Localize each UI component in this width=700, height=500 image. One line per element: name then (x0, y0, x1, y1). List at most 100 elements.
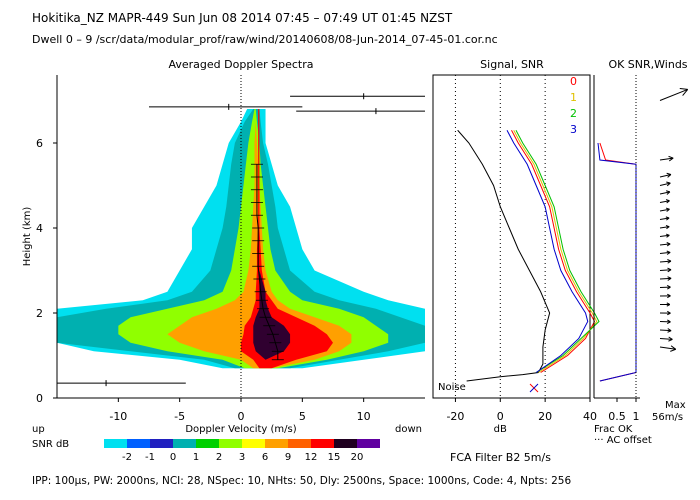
wind-vector-head (666, 191, 671, 195)
dwell-path: Dwell 0 – 9 /scr/data/modular_prof/raw/w… (32, 33, 498, 46)
frac-ok-beam-0 (599, 142, 637, 382)
down-label: down (395, 424, 422, 435)
colorbar-tick-label: 9 (285, 452, 291, 463)
wind-vector (659, 243, 671, 246)
wind-vector-head (666, 285, 671, 288)
spectra-x-tick-label: 5 (299, 410, 306, 423)
noise-label: Noise (438, 382, 466, 393)
wind-vector-head (667, 295, 671, 299)
spectra-x-tick-label: 0 (238, 410, 245, 423)
snr-beam-3-trace (506, 130, 589, 373)
wind-vector (659, 173, 672, 178)
colorbar-swatch (127, 439, 150, 448)
wind-vector-head (668, 155, 674, 159)
colorbar-swatch (288, 439, 311, 448)
wind-vector (659, 88, 688, 101)
wind-vector-head (666, 182, 671, 187)
frac-ok-label: Frac OK (594, 424, 633, 435)
beam-legend-0: 0 (570, 75, 577, 88)
wind-vector-head (667, 328, 672, 332)
colorbar-tick-label: 1 (193, 452, 199, 463)
colorbar-tick-label: -1 (145, 452, 155, 463)
winds-title: OK SNR,Winds (608, 58, 687, 71)
spectra-y-label: Height (km) (22, 207, 33, 267)
wind-vector-head (666, 242, 671, 245)
spectra-x-label: Doppler Velocity (m/s) (185, 424, 296, 435)
wind-vector-head (666, 243, 671, 247)
wind-vector-head (666, 172, 672, 175)
spectra-y-tick-label: 4 (36, 222, 43, 235)
max-label: Max (665, 400, 686, 411)
wind-vector-head (682, 89, 689, 96)
up-label: up (32, 424, 45, 435)
max-speed: 56m/s (652, 412, 683, 423)
wind-vector (659, 200, 670, 203)
snr-beam-1-trace (513, 130, 598, 373)
wind-vector-head (666, 304, 671, 307)
colorbar-swatch (265, 439, 288, 448)
snr-x-tick-label: 20 (538, 410, 552, 423)
wind-vector-head (667, 330, 672, 333)
snr-x-tick-label: 40 (583, 410, 597, 423)
wind-vector-head (666, 250, 671, 253)
wind-vector-head (667, 312, 671, 316)
wind-vector-head (667, 259, 672, 262)
colorbar-swatch (242, 439, 265, 448)
wind-vector (659, 226, 670, 229)
noise-marker (529, 383, 539, 393)
wind-vector-head (667, 293, 671, 297)
colorbar-tick-label: 0 (170, 452, 176, 463)
wind-vector-head (666, 181, 671, 184)
wind-vector-head (665, 207, 670, 210)
wind-vector-head (667, 286, 671, 290)
wind-vector-head (667, 269, 672, 273)
snr-title: Signal, SNR (480, 58, 544, 71)
colorbar-swatch (311, 439, 334, 448)
wind-vector-head (665, 199, 670, 202)
colorbar-tick-label: 15 (328, 452, 341, 463)
wind-vector (659, 182, 671, 186)
snr-beam-2-trace (515, 130, 600, 373)
snr-x-label: dB (494, 424, 507, 435)
wind-vector-head (667, 319, 671, 323)
wind-vector (659, 157, 674, 161)
ac-offset-note: ··· AC offset (594, 435, 652, 446)
wind-vector-head (668, 336, 673, 340)
wind-vector-head (666, 208, 670, 212)
wind-vector-head (666, 217, 670, 221)
spectra-y-tick-label: 2 (36, 307, 43, 320)
colorbar-swatch (173, 439, 196, 448)
colorbar-swatch (104, 439, 127, 448)
mean-velocity-trace (256, 164, 279, 360)
spectra-y-tick-label: 0 (36, 392, 43, 405)
spectra-x-tick-label: -5 (174, 410, 185, 423)
wind-vector (659, 269, 672, 271)
beam-legend-1: 1 (570, 91, 577, 104)
wind-vector-head (666, 226, 670, 230)
spectra-title: Averaged Doppler Spectra (168, 58, 313, 71)
snr-x-tick-label: -20 (446, 410, 464, 423)
wind-vector (659, 329, 672, 332)
wind-vector-head (667, 267, 672, 271)
wind-vector (659, 251, 671, 254)
wind-vector (659, 217, 670, 220)
wind-vector-head (667, 276, 672, 279)
wind-vector-head (666, 200, 670, 204)
wind-vector-head (666, 252, 671, 255)
snr-x-tick-label: 0 (497, 410, 504, 423)
frac-ok-tick-label: 1 (633, 410, 640, 423)
wind-vector (659, 346, 676, 350)
wind-vector (659, 338, 673, 340)
colorbar-swatch (219, 439, 242, 448)
colorbar-swatch (334, 439, 357, 448)
wind-vector-head (667, 260, 672, 264)
wind-vector (659, 208, 670, 212)
wind-vector (659, 191, 670, 195)
wind-vector-head (668, 338, 673, 342)
spectra-x-tick-label: -10 (109, 410, 127, 423)
radar-parameters: IPP: 100µs, PW: 2000ns, NCI: 28, NSpec: … (32, 475, 572, 487)
colorbar-tick-label: 12 (305, 452, 318, 463)
wind-vector-head (666, 321, 671, 324)
snr-beam-0-trace (511, 130, 596, 373)
